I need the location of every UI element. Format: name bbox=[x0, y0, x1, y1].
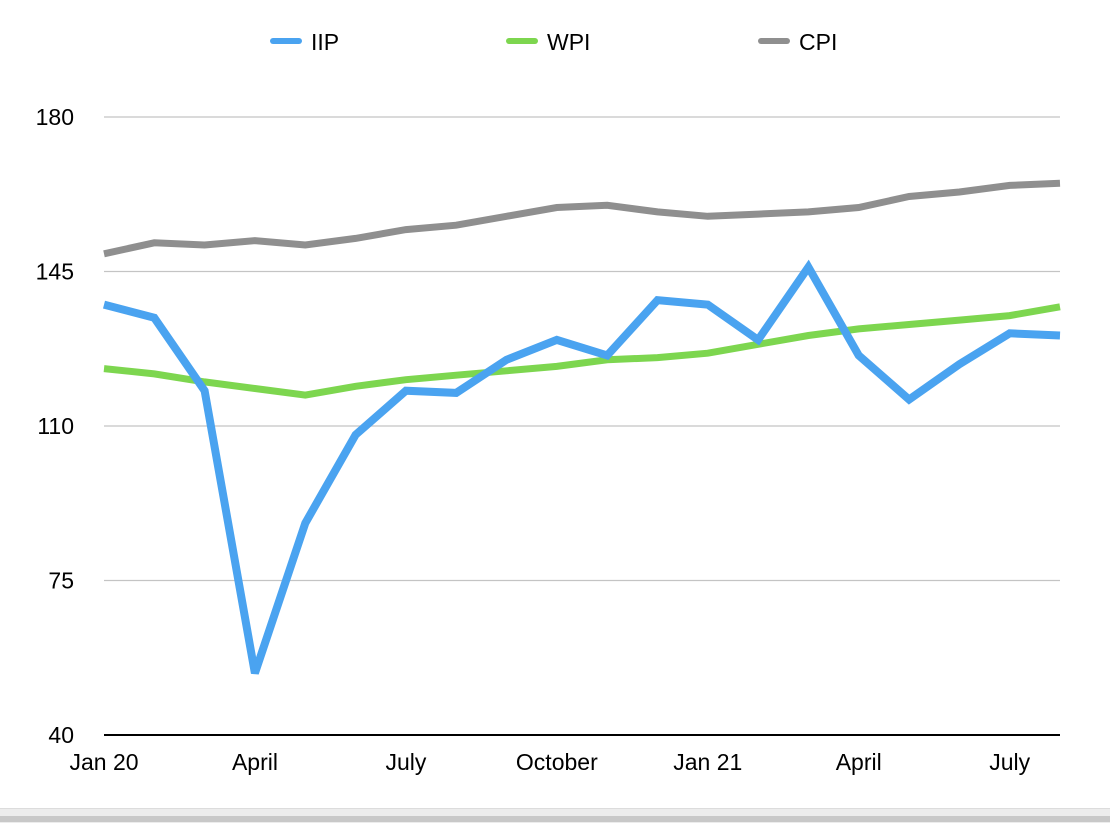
x-tick-label: April bbox=[232, 749, 278, 775]
x-tick-label: July bbox=[385, 749, 426, 775]
y-axis: 40 75 110 145 180 bbox=[36, 104, 74, 748]
window-bottom-border bbox=[0, 816, 1110, 822]
y-tick-label: 180 bbox=[36, 104, 74, 130]
legend-label-wpi: WPI bbox=[547, 29, 590, 55]
x-tick-label: Jan 21 bbox=[673, 749, 742, 775]
legend: IIP WPI CPI bbox=[270, 29, 837, 55]
x-tick-label: Jan 20 bbox=[69, 749, 138, 775]
gridlines bbox=[104, 116, 1060, 582]
series-lines bbox=[102, 179, 1061, 675]
x-tick-label: April bbox=[836, 749, 882, 775]
x-tick-label: July bbox=[989, 749, 1030, 775]
legend-label-iip: IIP bbox=[311, 29, 339, 55]
y-tick-label: 145 bbox=[36, 259, 74, 285]
series-line-iip bbox=[102, 259, 1061, 675]
y-tick-label: 75 bbox=[48, 568, 74, 594]
x-tick-label: October bbox=[516, 749, 598, 775]
series-line-cpi bbox=[103, 179, 1061, 258]
x-axis: Jan 20 April July October Jan 21 April July bbox=[69, 734, 1060, 775]
series-line-wpi bbox=[103, 303, 1061, 399]
y-tick-label: 110 bbox=[37, 413, 74, 439]
y-tick-label: 40 bbox=[48, 722, 74, 748]
legend-label-cpi: CPI bbox=[799, 29, 837, 55]
